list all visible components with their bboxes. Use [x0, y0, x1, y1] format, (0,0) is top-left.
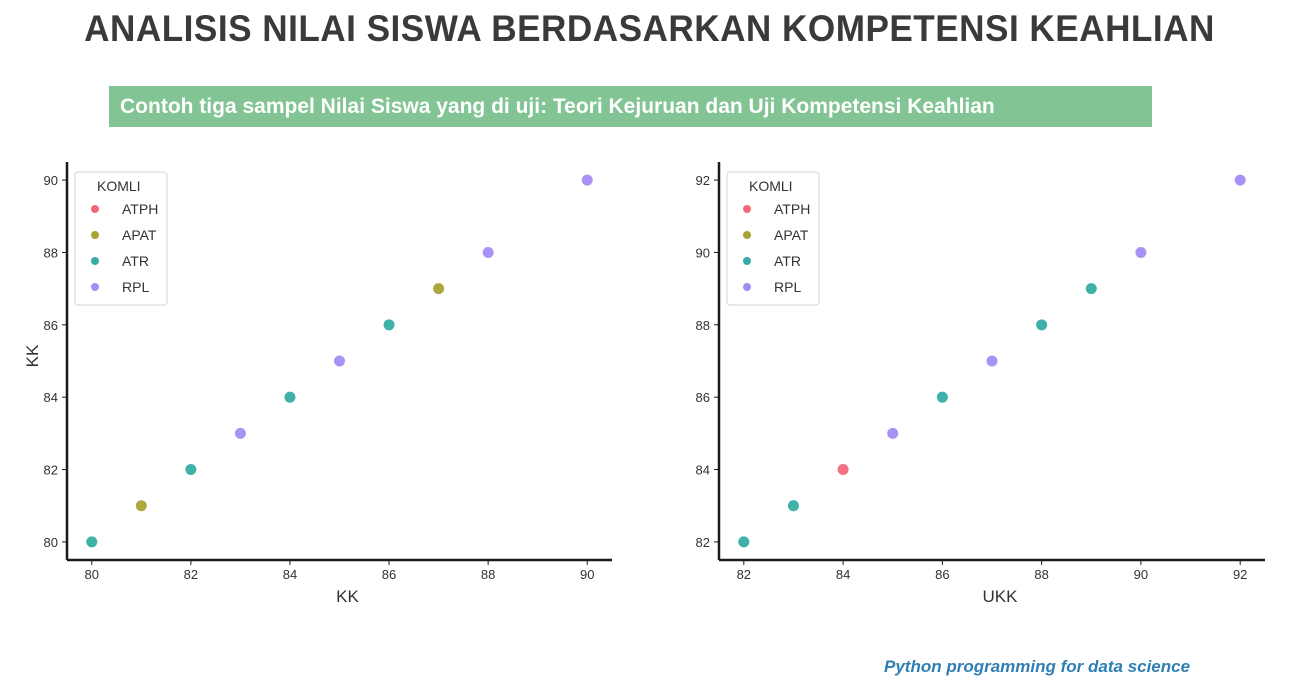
- legend-marker-atph: [91, 205, 99, 213]
- x-tick-label: 90: [1134, 567, 1148, 582]
- y-tick-label: 88: [44, 245, 58, 260]
- x-tick-label: 90: [580, 567, 594, 582]
- legend-title: KOMLI: [97, 178, 141, 194]
- legend-box: [726, 171, 820, 306]
- data-point-rpl: [986, 355, 998, 367]
- y-tick-label: 90: [44, 173, 58, 188]
- legend-marker-rpl: [743, 283, 751, 291]
- data-point-rpl: [1135, 246, 1147, 258]
- x-tick-label: 86: [935, 567, 949, 582]
- x-tick-label: 86: [382, 567, 396, 582]
- x-axis-label: UKK: [983, 587, 1019, 606]
- data-point-atr: [284, 391, 296, 403]
- scatter-chart-kk: 80 82 84 86 88 90 80 82 84 86 88 90 KK KK KOMLI ATPH APA…: [23, 162, 612, 606]
- legend-label-atr: ATR: [122, 253, 149, 269]
- y-tick-label: 80: [44, 535, 58, 550]
- data-point-rpl: [1234, 174, 1246, 186]
- legend-marker-rpl: [91, 283, 99, 291]
- data-point-atph: [837, 464, 849, 476]
- x-tick-label: 92: [1233, 567, 1247, 582]
- data-point-atr: [1036, 319, 1048, 331]
- legend-label-atph: ATPH: [122, 201, 158, 217]
- x-tick-label: 84: [836, 567, 850, 582]
- legend-label-rpl: RPL: [122, 279, 149, 295]
- y-tick-label: 84: [44, 390, 58, 405]
- data-point-atr: [787, 500, 799, 512]
- data-point-atr: [86, 536, 98, 548]
- y-tick-label: 82: [696, 535, 710, 550]
- y-tick-label: 90: [696, 245, 710, 260]
- data-point-apat: [433, 283, 445, 295]
- legend-label-rpl: RPL: [774, 279, 801, 295]
- legend-label-apat: APAT: [774, 227, 809, 243]
- data-point-rpl: [482, 246, 494, 258]
- data-point-rpl: [581, 174, 593, 186]
- data-point-atr: [936, 391, 948, 403]
- legend-marker-apat: [91, 231, 99, 239]
- data-point-rpl: [334, 355, 345, 367]
- legend-marker-atph: [743, 205, 751, 213]
- data-point-rpl: [234, 427, 246, 439]
- y-axis-label: KK: [23, 344, 42, 367]
- legend-label-apat: APAT: [122, 227, 157, 243]
- legend-label-atph: ATPH: [774, 201, 810, 217]
- x-tick-label: 88: [481, 567, 495, 582]
- legend-marker-apat: [743, 231, 751, 239]
- scatter-chart-ukk: 82 84 86 88 90 92 82 84 86 88 90 92 UKK KOMLI ATPH APAT…: [696, 162, 1265, 606]
- y-tick-label: 88: [696, 318, 710, 333]
- legend-label-atr: ATR: [774, 253, 801, 269]
- x-tick-label: 84: [283, 567, 297, 582]
- subtitle-banner: Contoh tiga sampel Nilai Siswa yang di u…: [109, 86, 1152, 127]
- y-tick-label: 86: [44, 318, 58, 333]
- data-point-atr: [383, 319, 395, 331]
- x-tick-label: 88: [1034, 567, 1048, 582]
- y-tick-label: 82: [44, 463, 58, 478]
- data-point-atr: [185, 464, 197, 476]
- legend-marker-atr: [91, 257, 99, 265]
- x-tick-label: 80: [85, 567, 99, 582]
- data-point-atr: [1085, 283, 1097, 295]
- legend-title: KOMLI: [749, 178, 793, 194]
- legend-box: [74, 171, 168, 306]
- y-tick-label: 86: [696, 390, 710, 405]
- footer-caption: Python programming for data science: [884, 657, 1191, 676]
- legend-marker-atr: [743, 257, 751, 265]
- data-point-atr: [738, 536, 750, 548]
- x-axis-label: KK: [336, 587, 359, 606]
- data-point-apat: [135, 500, 147, 512]
- y-tick-label: 84: [696, 463, 710, 478]
- x-tick-label: 82: [184, 567, 198, 582]
- x-tick-label: 82: [737, 567, 751, 582]
- data-point-rpl: [887, 427, 899, 439]
- y-tick-label: 92: [696, 173, 710, 188]
- page-title: ANALISIS NILAI SISWA BERDASARKAN KOMPETE…: [84, 8, 1215, 49]
